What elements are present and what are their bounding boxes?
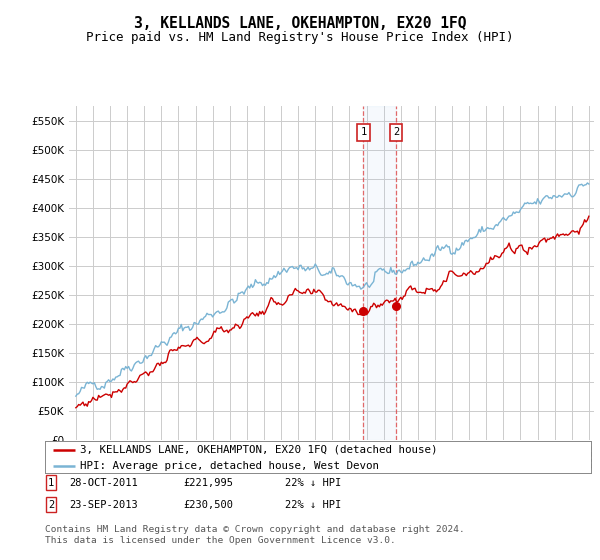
Text: 3, KELLANDS LANE, OKEHAMPTON, EX20 1FQ: 3, KELLANDS LANE, OKEHAMPTON, EX20 1FQ (134, 16, 466, 31)
Text: 1: 1 (361, 128, 367, 137)
Text: 2: 2 (393, 128, 399, 137)
Text: Contains HM Land Registry data © Crown copyright and database right 2024.
This d: Contains HM Land Registry data © Crown c… (45, 525, 465, 545)
Text: 22% ↓ HPI: 22% ↓ HPI (285, 500, 341, 510)
Text: 28-OCT-2011: 28-OCT-2011 (69, 478, 138, 488)
Text: 23-SEP-2013: 23-SEP-2013 (69, 500, 138, 510)
Bar (364, 106, 396, 440)
Text: 3, KELLANDS LANE, OKEHAMPTON, EX20 1FQ (detached house): 3, KELLANDS LANE, OKEHAMPTON, EX20 1FQ (… (80, 445, 438, 455)
Text: 22% ↓ HPI: 22% ↓ HPI (285, 478, 341, 488)
Text: £221,995: £221,995 (183, 478, 233, 488)
Text: £230,500: £230,500 (183, 500, 233, 510)
Text: Price paid vs. HM Land Registry's House Price Index (HPI): Price paid vs. HM Land Registry's House … (86, 31, 514, 44)
Text: 2: 2 (48, 500, 54, 510)
Text: HPI: Average price, detached house, West Devon: HPI: Average price, detached house, West… (80, 461, 379, 471)
Text: 1: 1 (48, 478, 54, 488)
